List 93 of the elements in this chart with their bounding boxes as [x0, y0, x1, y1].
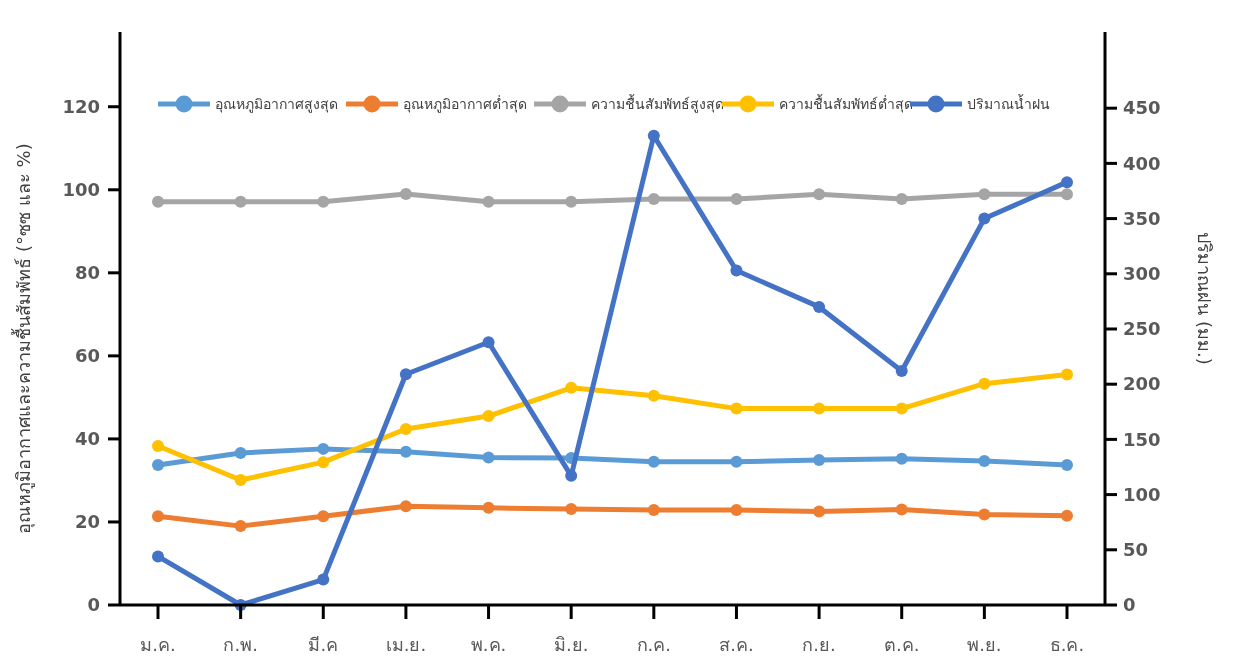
y-tick-label: 60 [74, 345, 100, 367]
x-tick-label: ต.ค. [884, 634, 920, 655]
point [317, 573, 330, 586]
y-tick-label: 20 [74, 511, 100, 533]
y2-tick-label: 250 [1123, 318, 1161, 340]
y-tick-label: 0 [87, 594, 100, 616]
point [730, 192, 743, 205]
point [152, 459, 164, 472]
point [647, 129, 660, 142]
y2-tick-label: 350 [1123, 207, 1161, 229]
point [978, 454, 991, 467]
point [234, 195, 247, 208]
point [565, 503, 578, 516]
point [317, 195, 330, 208]
point [482, 451, 495, 464]
point [152, 439, 164, 452]
legend-label: อุณหภูมิอากาศสูงสุด [215, 95, 338, 113]
point [1061, 459, 1073, 472]
point [978, 212, 991, 225]
y-tick-label: 80 [74, 262, 100, 284]
point [399, 422, 412, 435]
point [895, 402, 908, 415]
y2-tick-label: 200 [1123, 373, 1161, 395]
x-tick-label: พ.ค. [470, 634, 507, 655]
point [730, 455, 743, 468]
x-tick-label: ธ.ค. [1049, 634, 1085, 655]
x-tick-label: มี.ค [308, 634, 339, 655]
point [895, 503, 908, 516]
legend-label: ปริมาณน้ำฝน [967, 93, 1050, 112]
point [813, 454, 826, 467]
point [565, 381, 578, 394]
legend-label: อุณหภูมิอากาศต่ำสุด [403, 94, 527, 113]
point [978, 188, 991, 201]
y2-axis-title: ปริมาณฝน (มม.) [1194, 232, 1215, 365]
x-tick-label: มิ.ย. [553, 634, 589, 655]
point [317, 456, 330, 469]
point [647, 455, 660, 468]
y2-tick-label: 50 [1123, 539, 1149, 561]
point [1061, 368, 1073, 381]
point [234, 474, 247, 487]
legend-label: ความชื้นสัมพัทธ์สูงสุด [591, 93, 724, 113]
point [730, 264, 743, 277]
point [482, 336, 495, 349]
point [813, 505, 826, 518]
y-axis-title: อุณหภูมิอากาศและความชื้นสัมพัทธ์ (°ซซ และ %) [11, 143, 35, 534]
y2-tick-label: 100 [1123, 483, 1161, 505]
point [978, 377, 991, 390]
y2-tick-label: 300 [1123, 263, 1161, 285]
y2-tick-label: 150 [1123, 428, 1161, 450]
point [399, 500, 412, 513]
x-tick-label: ส.ค. [719, 634, 754, 655]
point [482, 410, 495, 423]
point [647, 503, 660, 516]
point [399, 187, 412, 200]
point [1061, 509, 1073, 522]
point [317, 510, 330, 523]
point [234, 520, 247, 533]
point [813, 188, 826, 201]
x-tick-label: ม.ค. [140, 634, 176, 655]
point [399, 445, 412, 458]
x-tick-label: ก.ย. [802, 634, 836, 655]
y2-tick-label: 400 [1123, 152, 1161, 174]
point [399, 368, 412, 381]
point [1061, 188, 1073, 201]
point [978, 508, 991, 521]
point [647, 192, 660, 205]
point [1061, 176, 1073, 189]
point [482, 195, 495, 208]
x-tick-label: เม.ย. [385, 634, 427, 655]
y2-tick-label: 450 [1123, 97, 1161, 119]
y-tick-label: 120 [62, 96, 100, 118]
point [813, 402, 826, 415]
point [730, 503, 743, 516]
x-tick-label: ก.ค. [636, 634, 672, 655]
y-tick-label: 40 [74, 428, 100, 450]
x-tick-label: พ.ย. [967, 634, 1002, 655]
legend-label: ความชื้นสัมพัทธ์ต่ำสุด [779, 93, 913, 113]
point [647, 389, 660, 402]
point [565, 195, 578, 208]
point [152, 510, 164, 523]
point [813, 300, 826, 313]
y-tick-label: 100 [62, 179, 100, 201]
point [234, 447, 247, 460]
x-tick-label: ก.พ. [223, 634, 258, 655]
point [317, 442, 330, 455]
point [895, 364, 908, 377]
point [482, 501, 495, 514]
point [152, 550, 164, 563]
point [152, 195, 164, 208]
point [730, 402, 743, 415]
point [895, 452, 908, 465]
point [895, 192, 908, 205]
y2-tick-label: 0 [1123, 594, 1136, 616]
